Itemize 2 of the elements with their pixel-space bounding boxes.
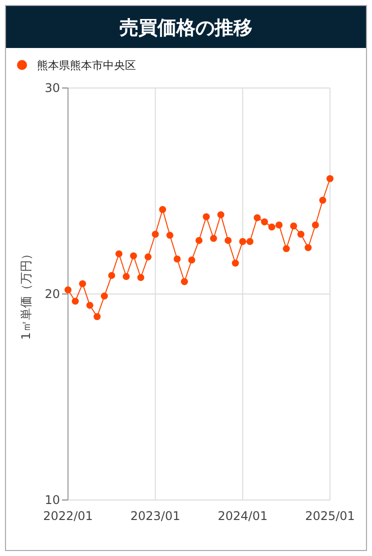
ylabel: 1㎡単価（万円） [19,248,33,340]
title: 売買価格の推移 [120,17,252,39]
